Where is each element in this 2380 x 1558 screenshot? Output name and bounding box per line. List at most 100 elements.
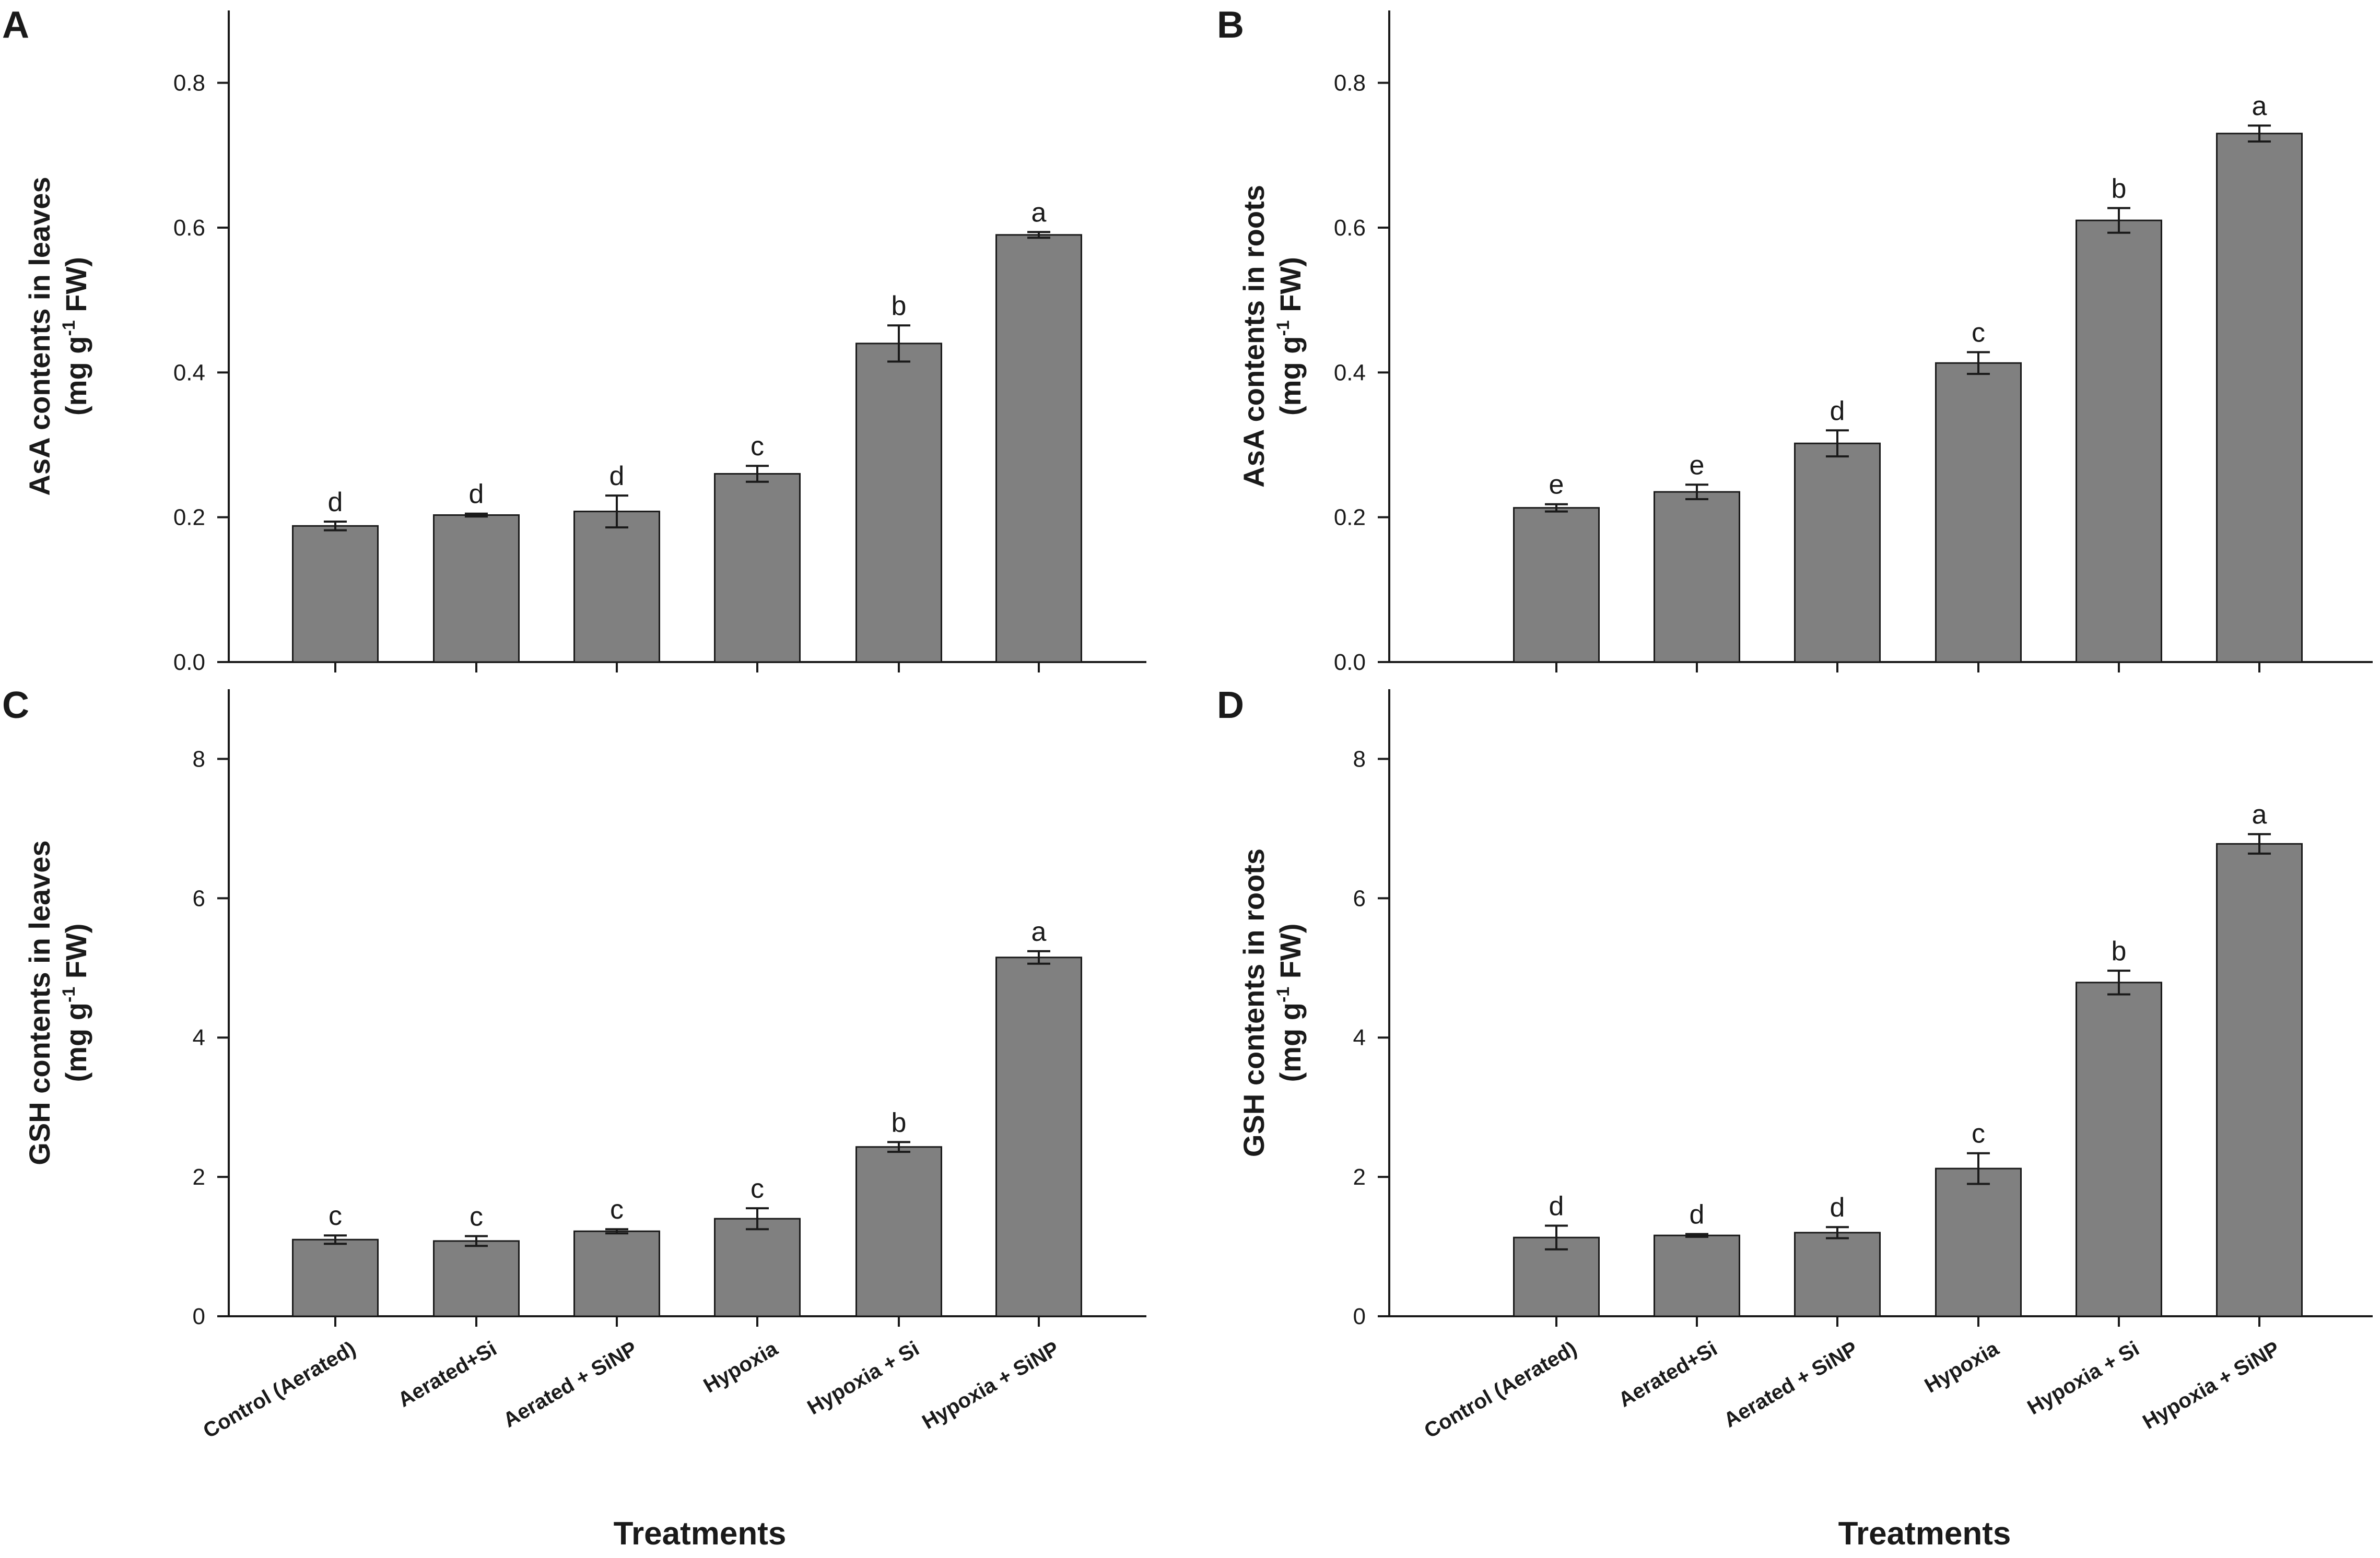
bar (855, 343, 942, 663)
panel-a: A 0.0 0.2 0.4 0.6 0.8 AsA contents in leaves (m… (2, 4, 1146, 675)
y-axis-unit-sup: -1 (59, 987, 79, 1002)
error-bar (1826, 1226, 1849, 1240)
category-label: Hypoxia (1921, 1337, 2003, 1397)
error-bar (1685, 483, 1708, 500)
error-bar (2248, 833, 2271, 855)
significance-letter: d (1549, 1191, 1564, 1222)
y-axis-label-line1: GSH contents in leaves (23, 840, 56, 1165)
bar (573, 511, 660, 663)
bar (1935, 1167, 2022, 1317)
error-bar (465, 512, 488, 518)
y-axis-unit-post: FW) (1274, 924, 1307, 987)
panel-c: C 0 2 4 6 8 GSH contents in leaves (mg g-1 FW) c… (2, 684, 1146, 1443)
bar (2076, 219, 2162, 663)
error-bar (465, 1235, 488, 1247)
y-tick-label: 0.0 (1334, 650, 1366, 675)
bar (292, 525, 379, 663)
significance-letter: e (1690, 450, 1705, 480)
y-tick-label: 0.4 (1334, 360, 1366, 385)
error-bar (746, 1207, 769, 1231)
bar (995, 957, 1082, 1317)
y-axis-label-line2: (mg g-1 FW) (59, 924, 92, 1082)
category-label: Control (Aerated) (1421, 1337, 1581, 1443)
significance-letter: d (1830, 396, 1845, 426)
error-bar (1967, 1152, 1990, 1185)
y-tick-label: 8 (193, 746, 205, 772)
significance-letter: c (610, 1195, 624, 1225)
y-tick-label: 2 (193, 1164, 205, 1190)
bar (2216, 133, 2303, 663)
y-axis-unit-sup: -1 (1273, 987, 1293, 1002)
significance-letter: b (892, 291, 907, 321)
y-tick-label: 0.6 (1334, 215, 1366, 241)
significance-letter: d (1690, 1200, 1705, 1230)
error-bar (2248, 124, 2271, 143)
y-tick-label: 0.8 (1334, 70, 1366, 96)
bar (1513, 507, 1600, 663)
y-tick-label: 0.4 (173, 360, 205, 385)
significance-letter: b (2112, 936, 2127, 966)
panel-letter: A (2, 4, 29, 46)
category-label: Hypoxia + SiNP (918, 1337, 1063, 1434)
y-axis-unit-sup: -1 (59, 320, 79, 336)
bar (573, 1230, 660, 1317)
y-axis-unit-pre: (mg g (1274, 336, 1307, 416)
bar (1513, 1236, 1600, 1317)
category-label: Hypoxia + Si (804, 1337, 923, 1420)
bar (433, 514, 520, 663)
category-label: Control (Aerated) (200, 1337, 360, 1443)
significance-letter: c (751, 1174, 764, 1204)
error-bar (746, 465, 769, 483)
y-tick-label: 6 (1353, 886, 1366, 911)
error-bar (887, 324, 910, 363)
significance-letter: e (1549, 470, 1564, 500)
y-tick-label: 0.2 (1334, 505, 1366, 530)
bar (995, 234, 1082, 663)
panel-b: B 0.0 0.2 0.4 0.6 0.8 AsA contents in roots (mg… (1217, 4, 2373, 675)
significance-letter: b (2112, 174, 2127, 204)
significance-letter: a (1031, 197, 1047, 228)
y-tick-label: 0 (193, 1304, 205, 1329)
y-axis-unit-post: FW) (1274, 257, 1307, 320)
bar (292, 1238, 379, 1317)
panel-letter: B (1217, 4, 1244, 46)
error-bar (1027, 231, 1050, 239)
significance-letter: c (329, 1201, 342, 1231)
y-axis-label: GSH contents in roots (mg g-1 FW) (1237, 848, 1307, 1157)
category-label: Aerated + SiNP (499, 1337, 641, 1432)
bar (433, 1240, 520, 1317)
significance-letter: a (2252, 91, 2267, 121)
y-axis-label-line2: (mg g-1 FW) (59, 257, 92, 416)
error-bar (1545, 503, 1568, 513)
significance-letter: a (2252, 800, 2267, 830)
error-bar (2107, 207, 2130, 234)
error-bar (2107, 970, 2130, 996)
significance-letter: c (751, 431, 764, 462)
y-axis-unit-post: FW) (60, 924, 92, 987)
y-tick-label: 0.2 (173, 505, 205, 530)
y-tick-label: 4 (193, 1025, 205, 1051)
y-tick-label: 0 (1353, 1304, 1366, 1329)
bar (714, 473, 801, 663)
error-bar (1545, 1224, 1568, 1250)
category-label: Hypoxia + Si (2024, 1337, 2143, 1420)
bar (1794, 442, 1881, 663)
y-axis-unit-pre: (mg g (1274, 1002, 1307, 1082)
bar (2216, 843, 2303, 1317)
bar (714, 1218, 801, 1317)
y-axis-label-line1: AsA contents in roots (1237, 185, 1270, 488)
y-tick-label: 0.6 (173, 215, 205, 241)
y-tick-label: 8 (1353, 746, 1366, 772)
significance-letter: c (470, 1202, 483, 1232)
significance-letter: d (469, 479, 484, 510)
significance-letter: a (1031, 917, 1047, 947)
category-label: Hypoxia + SiNP (2139, 1337, 2283, 1434)
y-axis-label: GSH contents in leaves (mg g-1 FW) (23, 840, 92, 1165)
category-label: Aerated + SiNP (1720, 1337, 1861, 1432)
error-bar (324, 1234, 347, 1245)
panel-d: D 0 2 4 6 8 GSH contents in roots (mg g-1 FW) d C… (1217, 684, 2373, 1443)
bar (1935, 362, 2022, 663)
error-bar (1826, 429, 1849, 458)
panel-letter: C (2, 684, 29, 726)
y-axis-label-line1: GSH contents in roots (1237, 848, 1270, 1157)
